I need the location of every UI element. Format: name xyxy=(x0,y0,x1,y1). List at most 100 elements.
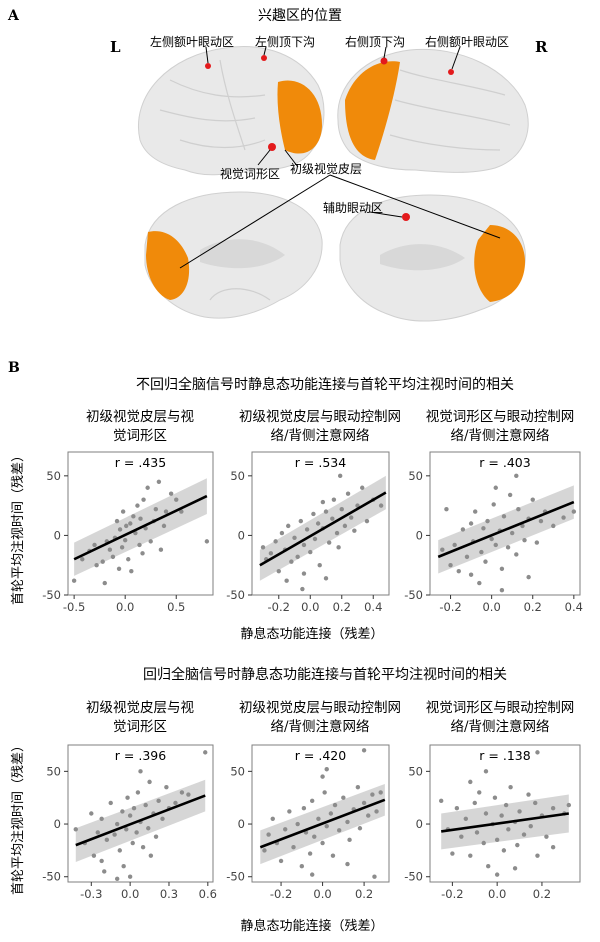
data-point xyxy=(349,515,354,520)
panel-b: B 不回归全脑信号时静息态功能连接与首轮平均注视时间的相关 回归全脑信号时静息态… xyxy=(8,360,583,934)
data-point xyxy=(308,549,313,555)
label-left-ips: 左侧顶下沟 xyxy=(255,34,315,49)
regression-line xyxy=(259,798,386,849)
data-point xyxy=(147,779,152,785)
data-point xyxy=(173,800,178,806)
regression-line xyxy=(75,794,206,847)
regression-line xyxy=(437,500,575,559)
data-point xyxy=(153,507,159,512)
data-point xyxy=(107,547,113,552)
x-tick-label: 0.0 xyxy=(301,600,319,614)
x-tick-label: 0.3 xyxy=(160,887,178,901)
data-point xyxy=(161,523,167,529)
roi-sef xyxy=(402,213,410,221)
panel-a-title: 兴趣区的位置 xyxy=(258,8,342,24)
data-point xyxy=(301,571,307,576)
data-point xyxy=(307,851,313,856)
scatter-chart-6: r = .138 -0.2 0.0 0.2 -50 0 50 xyxy=(404,744,581,901)
data-point xyxy=(483,811,489,816)
data-point xyxy=(163,509,169,514)
data-point xyxy=(125,795,130,800)
data-point xyxy=(127,874,133,879)
panel-a-letter: A xyxy=(7,8,20,24)
roi-left-fef xyxy=(205,63,211,69)
data-point xyxy=(320,840,325,846)
data-point xyxy=(501,848,507,853)
row1-title: 不回归全脑信号时静息态功能连接与首轮平均注视时间的相关 xyxy=(136,376,514,393)
label-right-fef: 右侧额叶眼动区 xyxy=(425,34,509,49)
data-point xyxy=(94,563,99,568)
data-point xyxy=(509,530,515,536)
data-point xyxy=(494,872,500,877)
data-point xyxy=(485,518,490,524)
data-point xyxy=(138,769,143,774)
data-point xyxy=(295,821,300,827)
data-point xyxy=(119,545,125,550)
data-point xyxy=(146,826,151,831)
data-point xyxy=(110,554,116,560)
data-point xyxy=(366,813,371,818)
label-sef: 辅助眼动区 xyxy=(323,201,383,215)
data-point xyxy=(160,816,165,821)
x-tick-label: 0.5 xyxy=(167,600,185,614)
chart-4-title-line-2: 觉词形区 xyxy=(113,719,167,735)
data-point xyxy=(289,559,294,564)
data-point xyxy=(483,559,488,564)
data-point xyxy=(334,530,340,536)
scatter-chart-5: r = .420 -0.2 0.0 0.2 -50 0 50 xyxy=(226,744,390,901)
data-point xyxy=(291,845,296,850)
x-tick-label: 0.2 xyxy=(355,887,373,901)
data-point xyxy=(566,802,572,808)
x-tick-label: 0.0 xyxy=(488,887,506,901)
chart-3-title-line-1: 视觉词形区与眼动控制网 xyxy=(426,409,575,425)
data-point xyxy=(130,840,135,846)
data-point xyxy=(135,790,141,795)
data-point xyxy=(315,521,321,526)
hemisphere-right-label: R xyxy=(535,38,548,56)
data-point xyxy=(323,509,329,514)
chart-5-title-line-1: 初级视觉皮层与眼动控制网 xyxy=(239,699,401,716)
data-point xyxy=(561,515,566,520)
data-point xyxy=(551,523,556,529)
brain-right-lateral xyxy=(337,48,529,173)
data-point xyxy=(526,574,531,580)
data-point xyxy=(535,853,540,858)
data-point xyxy=(534,540,540,545)
scatter-charts: r = .435 -0.5 0.0 0.5 -50 0 50 r = .534 -0.2 0.0 0… xyxy=(42,451,583,901)
data-point xyxy=(372,874,377,879)
data-point xyxy=(479,549,484,555)
data-point xyxy=(320,774,325,779)
panel-b-letter: B xyxy=(8,360,20,376)
data-point xyxy=(71,578,77,583)
label-left-fef: 左侧额叶眼动区 xyxy=(150,34,234,49)
data-point xyxy=(320,499,326,505)
data-point xyxy=(493,542,498,548)
data-point xyxy=(355,784,361,790)
data-point xyxy=(262,848,267,853)
data-point xyxy=(444,507,449,512)
data-point xyxy=(204,539,210,544)
data-point xyxy=(298,518,304,524)
y-axis-label-row1: 首轮平均注视时间（残差） xyxy=(11,449,26,605)
data-point xyxy=(140,845,146,850)
x-tick-label: 0.0 xyxy=(121,887,139,901)
data-point xyxy=(364,518,370,524)
data-point xyxy=(468,779,473,785)
data-point xyxy=(378,503,384,508)
data-point xyxy=(514,552,519,557)
data-point xyxy=(360,485,365,490)
y-tick-label: -50 xyxy=(42,588,61,602)
y-tick-label: 50 xyxy=(408,469,423,483)
data-point xyxy=(448,563,453,568)
data-point xyxy=(312,834,317,839)
data-point xyxy=(145,485,150,490)
data-point xyxy=(148,539,153,544)
data-point xyxy=(491,502,496,507)
data-point xyxy=(108,800,113,806)
data-point xyxy=(481,526,486,531)
roi-right-fef xyxy=(448,69,454,75)
label-right-ips: 右侧顶下沟 xyxy=(345,34,405,49)
data-point xyxy=(361,800,367,806)
data-point xyxy=(503,802,509,808)
y-tick-label: 0 xyxy=(54,817,61,831)
